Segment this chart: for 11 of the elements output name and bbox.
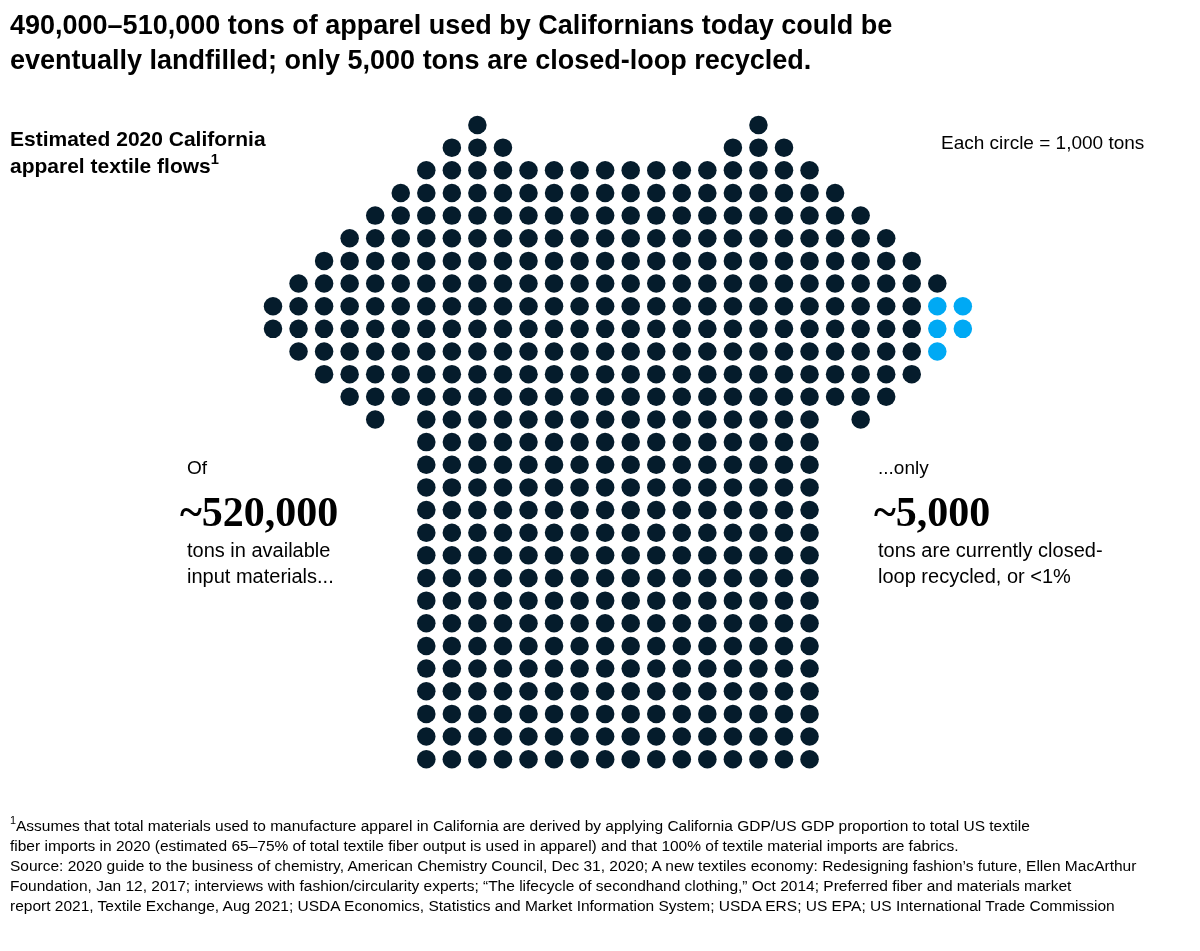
text: Each circle = 1,000 tons: [941, 132, 1145, 153]
text: Of: [187, 457, 208, 478]
data-label: ~520,000: [180, 489, 339, 535]
text: $^{1}$Assumes that total materials used to manufacture apparel in California are derived by applying California GDP/US GDP proportion to total US textile fiber imports in 2020 (estimated 65–75% of total textile fiber output is used in apparel) and that 100% of textile material imports are fabrics.: [10, 814, 1030, 854]
text: ...only: [878, 457, 930, 478]
text: tons in available input materials...: [187, 539, 334, 587]
text: tons are currently closed-loop recycled, or <1%: [878, 539, 1103, 587]
data-label: ~5,000: [874, 489, 991, 535]
source-note: Source: 2020 guide to the business of chemistry, American Chemistry Council, Dec 31, 2020; A new textiles economy: Redesigning fashion’s future, Ellen MacArthur Foundation, Jan 12, 2017; interviews with fashion/circularity experts; “The lifecycle of secondhand clothing,” Oct 2014; Preferred fiber and materials market report 2021, Textile Exchange, Aug 2021; USDA Economics, Statistics and Market Information System; USDA ERS; US EPA; US International Trade Commission: [10, 857, 1137, 915]
text: Estimated 2020 California apparel textile flows$^{1}$: [10, 127, 266, 178]
text: 490,000–510,000 tons of apparel used by Californians today could be eventually landfilled; only 5,000 tons are closed-loop recycled.: [10, 10, 893, 76]
